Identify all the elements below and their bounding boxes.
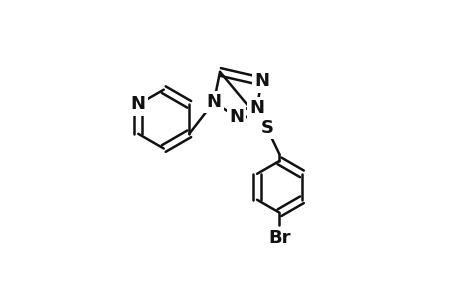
- Text: N: N: [249, 99, 263, 117]
- Text: N: N: [130, 95, 146, 113]
- Text: Br: Br: [268, 229, 290, 247]
- Text: S: S: [260, 119, 273, 137]
- Text: N: N: [206, 93, 221, 111]
- Text: N: N: [229, 108, 243, 126]
- Text: N: N: [253, 72, 269, 90]
